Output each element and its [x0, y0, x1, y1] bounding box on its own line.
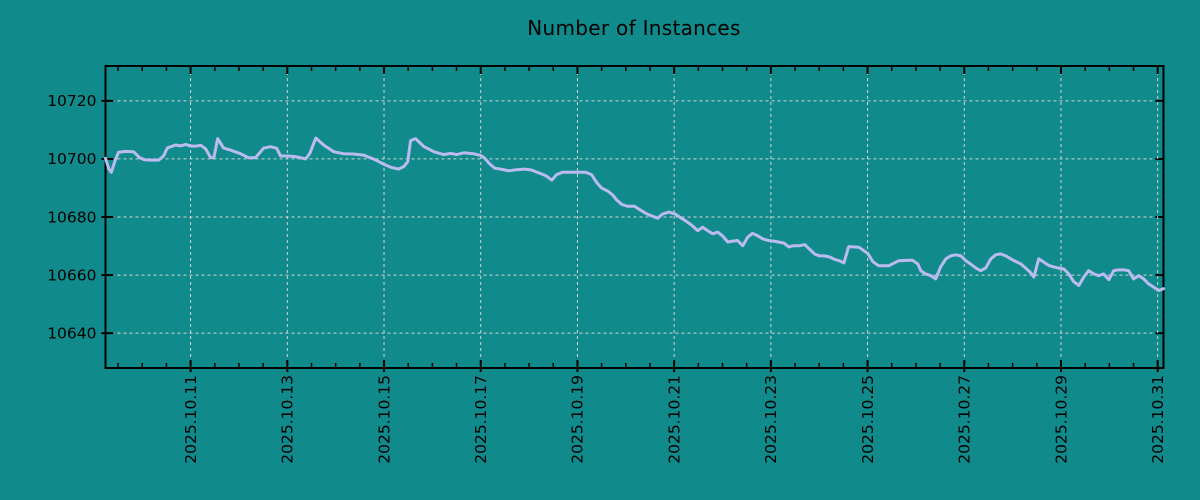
x-tick-label: 2025.10.17: [472, 375, 490, 464]
plot-border: [104, 65, 1165, 369]
x-tick-label: 2025.10.19: [569, 375, 587, 464]
chart-title: Number of Instances: [527, 16, 741, 40]
x-tick-label: 2025.10.25: [859, 375, 877, 464]
x-tick-label: 2025.10.15: [375, 375, 393, 464]
y-tick-label: 10700: [47, 150, 96, 168]
y-tick-label: 10660: [47, 266, 96, 284]
x-tick-label: 2025.10.21: [665, 375, 683, 464]
y-tick-label: 10680: [47, 208, 96, 226]
x-tick-label: 2025.10.27: [956, 375, 974, 464]
x-tick-label: 2025.10.13: [279, 375, 297, 464]
x-tick-label: 2025.10.11: [182, 375, 200, 464]
x-tick-label: 2025.10.23: [762, 375, 780, 464]
y-tick-label: 10640: [47, 324, 96, 342]
x-tick-label: 2025.10.31: [1149, 375, 1167, 464]
series-line: [104, 136, 1165, 292]
x-tick-label: 2025.10.29: [1052, 375, 1070, 464]
y-tick-label: 10720: [47, 92, 96, 110]
